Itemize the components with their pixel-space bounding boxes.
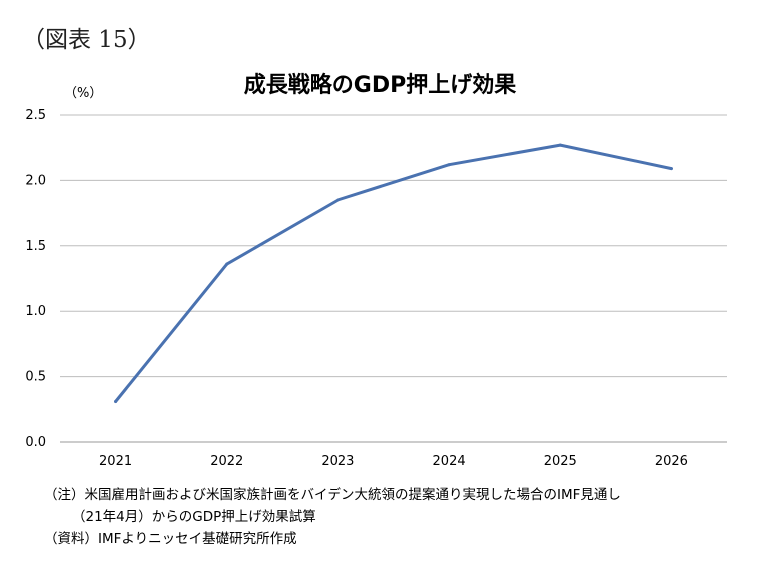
y-tick-label: 1.5: [25, 239, 46, 254]
x-tick-label: 2021: [99, 454, 132, 469]
data-point: [669, 167, 673, 171]
y-tick-label: 0.0: [25, 435, 46, 450]
y-unit-label: （%）: [64, 86, 102, 101]
x-tick-label: 2025: [544, 454, 577, 469]
y-tick-label: 2.0: [25, 173, 46, 188]
y-tick-label: 0.5: [25, 370, 46, 385]
note-line-2: （21年4月）からのGDP押上げ効果試算: [72, 509, 316, 525]
data-point: [114, 399, 118, 403]
y-tick-label: 2.5: [25, 108, 46, 123]
series-line: [114, 143, 673, 403]
note-line-1: （注）米国雇用計画および米国家族計画をバイデン大統領の提案通り実現した場合のIM…: [44, 487, 621, 503]
data-point: [558, 143, 562, 147]
chart-notes: （注）米国雇用計画および米国家族計画をバイデン大統領の提案通り実現した場合のIM…: [44, 484, 621, 550]
y-tick-label: 1.0: [25, 304, 46, 319]
x-tick-label: 2023: [321, 454, 354, 469]
x-tick-label: 2024: [433, 454, 466, 469]
chart-title: 成長戦略のGDP押上げ効果: [244, 72, 516, 98]
data-point: [225, 262, 229, 266]
x-tick-label: 2026: [655, 454, 688, 469]
data-point: [447, 163, 451, 167]
source-line: （資料）IMFよりニッセイ基礎研究所作成: [44, 531, 297, 547]
x-tick-label: 2022: [210, 454, 243, 469]
figure-label: （図表 15）: [22, 27, 151, 53]
data-point: [336, 198, 340, 202]
